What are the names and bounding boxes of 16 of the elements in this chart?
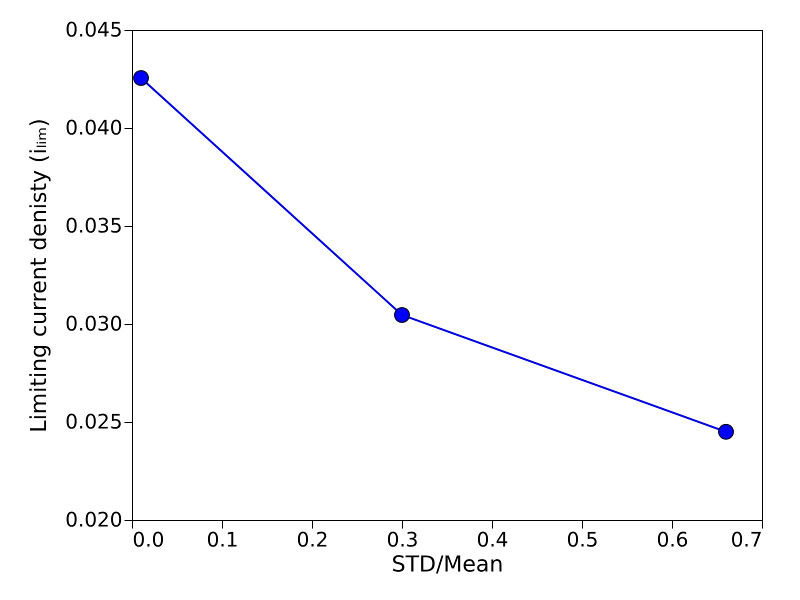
y-tick-label: 0.045 xyxy=(65,18,122,42)
x-axis-title: STD/Mean xyxy=(392,552,504,578)
x-tick-label: 0.0 xyxy=(132,528,164,552)
x-tick-label: 0.4 xyxy=(476,528,508,552)
y-tick-label: 0.020 xyxy=(65,508,122,532)
y-tick-label: 0.030 xyxy=(65,312,122,336)
y-axis-title: Limiting current denisty (iₗᵢₘ) xyxy=(27,118,52,433)
y-tick-label: 0.035 xyxy=(65,214,122,238)
x-tick-label: 0.5 xyxy=(566,528,598,552)
x-tick-label: 0.6 xyxy=(656,528,688,552)
x-tick-label: 0.2 xyxy=(296,528,328,552)
y-tick-label: 0.025 xyxy=(65,410,122,434)
x-tick-label: 0.7 xyxy=(730,528,762,552)
x-tick-label: 0.1 xyxy=(206,528,238,552)
x-tick-label: 0.3 xyxy=(386,528,418,552)
y-tick-label: 0.040 xyxy=(65,116,122,140)
